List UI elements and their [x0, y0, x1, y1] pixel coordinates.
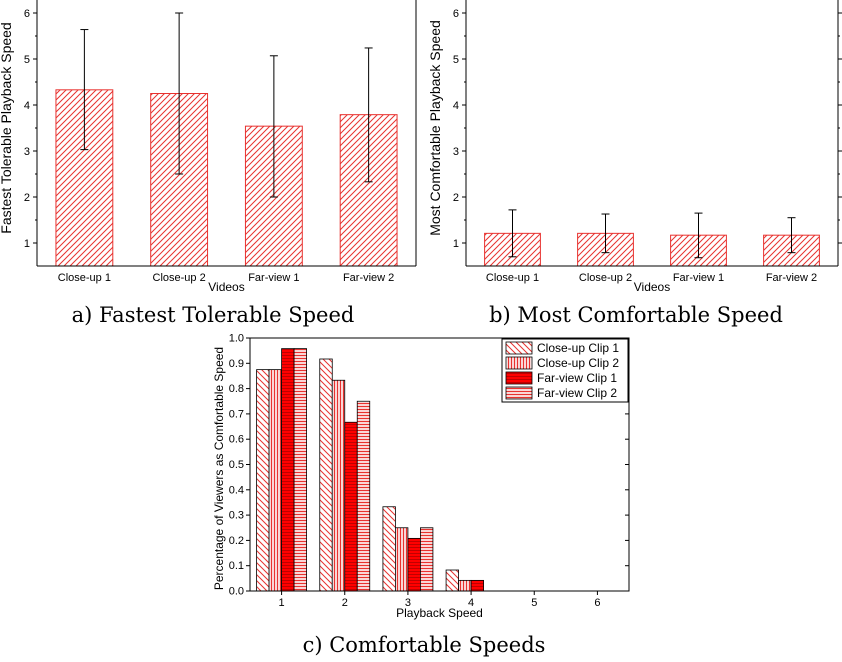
- y-tick-label: 5: [453, 54, 459, 66]
- bar: [395, 527, 409, 592]
- x-tick-label: 6: [594, 597, 600, 609]
- x-tick-label: 3: [405, 597, 411, 609]
- bar: [281, 348, 295, 592]
- y-tick-label: 4: [453, 100, 459, 112]
- y-tick-label: 0.7: [229, 408, 244, 420]
- y-tick-label: 1.0: [229, 333, 244, 345]
- y-tick-label: 0.9: [229, 358, 244, 370]
- x-tick-label: Far-view 1: [248, 272, 299, 284]
- bar: [445, 569, 459, 592]
- legend-label: Close-up Clip 2: [537, 356, 619, 370]
- x-tick-label: Close-up 2: [153, 272, 206, 284]
- x-tick-label: 2: [342, 597, 348, 609]
- x-tick-label: Far-view 1: [673, 272, 724, 284]
- y-tick-label: 0.8: [229, 383, 244, 395]
- bar: [420, 527, 434, 592]
- bar: [319, 358, 333, 592]
- y-tick-label: 5: [24, 54, 30, 66]
- x-axis-label: Videos: [208, 280, 244, 294]
- bar: [356, 400, 371, 592]
- y-tick-label: 1: [24, 238, 30, 250]
- y-tick-label: 3: [453, 146, 459, 158]
- bar: [470, 579, 484, 592]
- bar: [382, 506, 396, 592]
- y-tick-label: 0.0: [229, 586, 244, 598]
- x-axis-label: Playback Speed: [396, 606, 483, 620]
- y-tick-label: 2: [453, 192, 459, 204]
- bar: [344, 421, 358, 592]
- x-tick-label: 5: [531, 597, 537, 609]
- chart-c: 0.0 0.1 0.2 0.3 0.4 0.5 0.6 0.7 0.8 0.9 1.0 1 2 3 4 5 6 P…: [212, 333, 630, 620]
- y-tick-label: 6: [453, 8, 459, 20]
- legend-label: Far-view Clip 2: [537, 386, 617, 400]
- legend-swatch: [505, 356, 533, 370]
- x-axis-label: Videos: [634, 280, 670, 294]
- legend-swatch: [505, 371, 533, 385]
- y-tick-label: 0.2: [229, 535, 244, 547]
- y-tick-label: 0.5: [229, 459, 244, 471]
- legend-label: Far-view Clip 1: [537, 371, 617, 385]
- y-axis-label: Most Comfortable Playback Speed: [427, 20, 443, 236]
- legend-swatch: [505, 341, 533, 355]
- bar: [256, 369, 270, 592]
- x-tick-label: Far-view 2: [766, 272, 817, 284]
- x-tick-label: Close-up 1: [486, 272, 539, 284]
- y-axis-label: Percentage of Viewers as Comfortable Spe…: [212, 347, 226, 590]
- x-tick-label: Far-view 2: [343, 272, 394, 284]
- bar: [458, 579, 472, 592]
- bar: [407, 537, 421, 592]
- y-tick-label: 6: [24, 8, 30, 20]
- chart-a: Close-up 1 Close-up 2 Far-view 1 Far-view 2…: [0, 0, 417, 294]
- x-tick-label: Close-up 2: [579, 272, 632, 284]
- y-tick-label: 1: [453, 238, 459, 250]
- legend-swatch: [505, 386, 533, 400]
- y-tick-label: 0.1: [229, 560, 244, 572]
- bar: [293, 348, 307, 592]
- legend-label: Close-up Clip 1: [537, 341, 619, 355]
- bar: [268, 369, 282, 592]
- y-tick-label: 2: [24, 192, 30, 204]
- y-tick-label: 0.4: [229, 484, 244, 496]
- chart-b: Close-up 1 Close-up 2 Far-view 1 Far-view 2…: [427, 0, 842, 294]
- y-axis-label: Fastest Tolerable Playback Speed: [0, 22, 14, 233]
- y-tick-label: 3: [24, 146, 30, 158]
- y-tick-label: 0.3: [229, 510, 244, 522]
- y-tick-label: 4: [24, 100, 30, 112]
- y-tick-label: 0.6: [229, 434, 244, 446]
- x-tick-label: Close-up 1: [58, 272, 111, 284]
- caption-b: b) Most Comfortable Speed: [489, 303, 783, 327]
- bar: [331, 379, 346, 592]
- x-tick-label: 1: [279, 597, 285, 609]
- x-tick-label: 4: [468, 597, 474, 609]
- caption-c: c) Comfortable Speeds: [303, 633, 546, 657]
- caption-a: a) Fastest Tolerable Speed: [72, 303, 355, 327]
